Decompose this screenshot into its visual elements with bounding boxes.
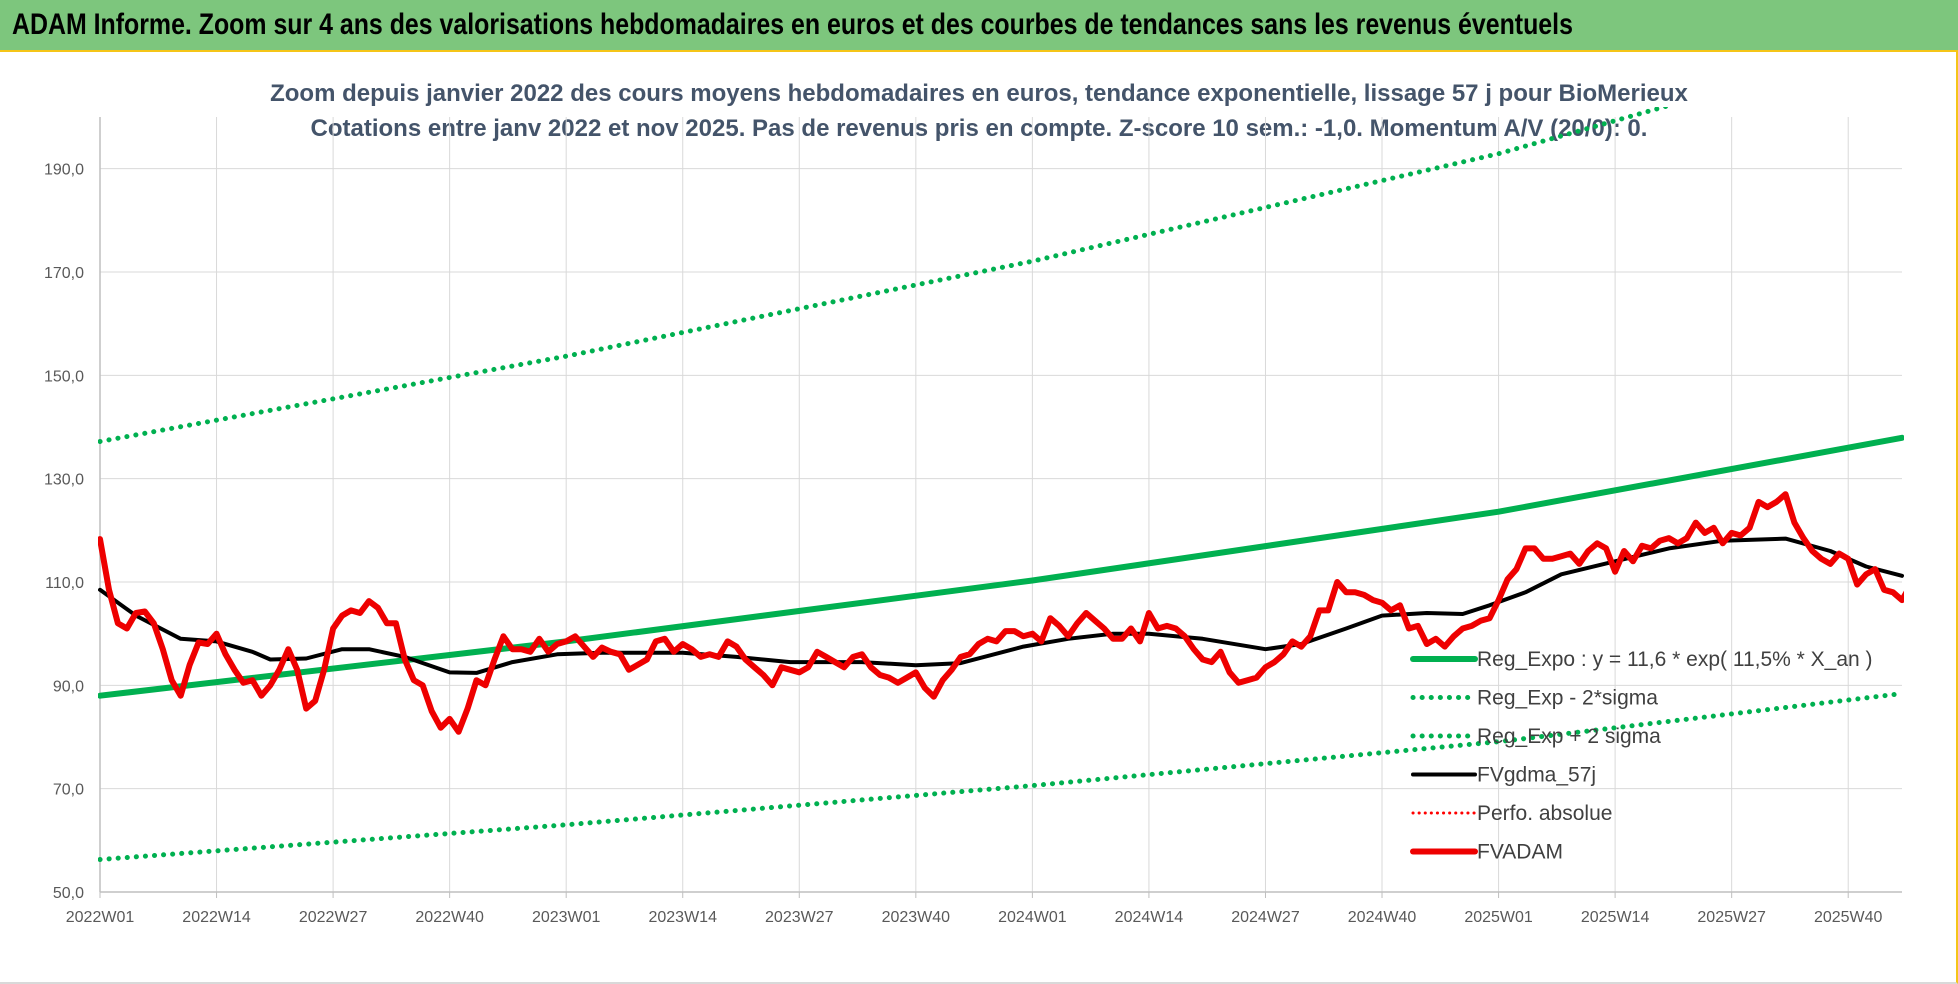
y-tick-label: 50,0 xyxy=(53,885,84,902)
x-tick-label: 2022W27 xyxy=(299,909,368,926)
x-tick-label: 2023W27 xyxy=(765,909,834,926)
chart-title: Zoom depuis janvier 2022 des cours moyen… xyxy=(270,80,1688,107)
legend-label: FVgdma_57j xyxy=(1477,764,1596,787)
legend-label: Reg_Exp - 2*sigma xyxy=(1477,687,1658,710)
legend: Reg_Expo : y = 11,6 * exp( 11,5% * X_an … xyxy=(1410,648,1873,864)
series-line-2 xyxy=(98,107,1673,444)
x-tick-label: 2024W27 xyxy=(1231,909,1300,926)
chart-frame: Zoom depuis janvier 2022 des cours moyen… xyxy=(0,52,1958,984)
legend-label: FVADAM xyxy=(1477,841,1563,864)
x-tick-label: 2022W01 xyxy=(66,909,135,926)
x-tick-label: 2024W01 xyxy=(998,909,1067,926)
series-line-3 xyxy=(98,536,1904,675)
series-line-1 xyxy=(98,691,1904,862)
report-banner: ADAM Informe. Zoom sur 4 ans des valoris… xyxy=(0,0,1958,52)
report-title: ADAM Informe. Zoom sur 4 ans des valoris… xyxy=(12,8,1573,41)
legend-label: Reg_Expo : y = 11,6 * exp( 11,5% * X_an … xyxy=(1477,648,1873,671)
x-tick-label: 2025W01 xyxy=(1464,909,1533,926)
x-tick-label: 2022W40 xyxy=(415,909,484,926)
legend-label: Reg_Exp + 2 sigma xyxy=(1477,725,1661,748)
series-group xyxy=(98,107,1904,862)
x-tick-label: 2025W40 xyxy=(1814,909,1883,926)
y-tick-label: 170,0 xyxy=(44,265,84,282)
x-tick-label: 2023W01 xyxy=(532,909,601,926)
line-chart: Zoom depuis janvier 2022 des cours moyen… xyxy=(44,80,1904,926)
x-tick-label: 2024W40 xyxy=(1348,909,1417,926)
y-tick-label: 150,0 xyxy=(44,368,84,385)
y-tick-label: 110,0 xyxy=(45,575,84,592)
y-tick-label: 190,0 xyxy=(44,162,84,179)
gridlines xyxy=(99,117,1902,893)
x-tick-label: 2025W14 xyxy=(1581,909,1650,926)
x-tick-label: 2023W40 xyxy=(882,909,951,926)
axes: 50,0 70,0 90,0 110,0 130,0 150,0 170,0 190,0 202… xyxy=(44,117,1902,926)
x-tick-label: 2023W14 xyxy=(648,909,717,926)
series-line-5 xyxy=(98,491,1904,735)
y-tick-label: 90,0 xyxy=(53,678,84,695)
y-tick-label: 70,0 xyxy=(53,782,84,799)
chart-subtitle: Cotations entre janv 2022 et nov 2025. P… xyxy=(311,115,1648,142)
x-tick-label: 2025W27 xyxy=(1697,909,1766,926)
y-tick-label: 130,0 xyxy=(44,472,84,489)
x-tick-label: 2022W14 xyxy=(182,909,251,926)
x-tick-label: 2024W14 xyxy=(1115,909,1184,926)
legend-label: Perfo. absolue xyxy=(1477,802,1612,825)
